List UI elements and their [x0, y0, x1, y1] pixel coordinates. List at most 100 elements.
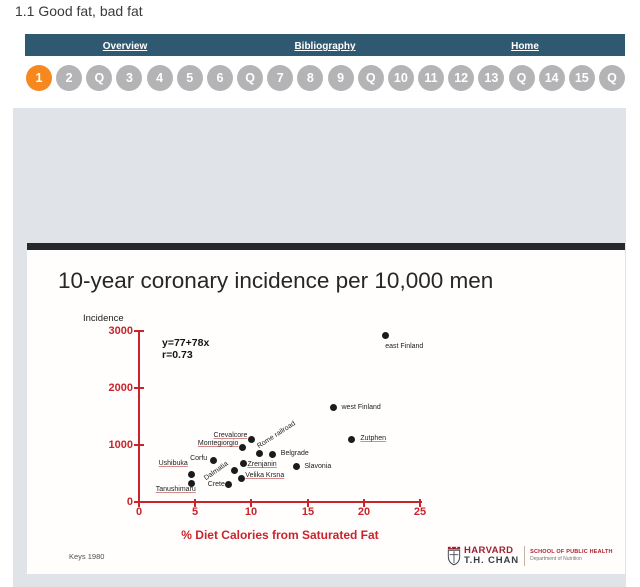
nav-cell: Home — [425, 36, 625, 54]
x-tick-label: 25 — [413, 506, 427, 518]
logo-chan-text: T.H. CHAN — [464, 554, 520, 566]
data-label-rome-railroad: Rome railroad — [256, 420, 298, 450]
y-tick-label: 3000 — [108, 325, 133, 337]
x-tick-label: 5 — [191, 506, 199, 518]
data-label-crevalcore: Crevalcore — [213, 432, 248, 439]
y-tick-label: 0 — [126, 496, 133, 508]
x-tick — [419, 499, 421, 507]
pager-quiz-dot[interactable]: Q — [357, 65, 384, 91]
pager-slide-dot-6[interactable]: 6 — [206, 65, 233, 91]
data-point-crevalcore — [247, 435, 255, 443]
pager-slide-dot-14[interactable]: 14 — [538, 65, 565, 91]
pager-slide-dot-7[interactable]: 7 — [267, 65, 294, 91]
page-title: 1.1 Good fat, bad fat — [15, 3, 143, 19]
x-axis-line — [138, 501, 422, 503]
harvard-logo: HARVARD T.H. CHAN SCHOOL OF PUBLIC HEALT… — [447, 544, 613, 567]
data-label-slavonia: Slavonia — [304, 462, 332, 470]
x-tick — [250, 499, 252, 507]
x-tick — [194, 499, 196, 507]
data-point-zutphen — [347, 435, 355, 443]
data-point-west-finland — [330, 404, 337, 412]
nav-cell: Overview — [25, 36, 225, 54]
pager-slide-dot-11[interactable]: 11 — [418, 65, 445, 91]
logo-divider — [524, 545, 526, 566]
data-label-west-finland: west Finland — [341, 403, 381, 411]
logo-wordmark: HARVARD T.H. CHAN — [464, 544, 520, 566]
pager-quiz-dot[interactable]: Q — [598, 65, 625, 91]
y-tick-label: 1000 — [108, 439, 133, 451]
data-label-velika-krsna: Velika Krsna — [245, 472, 285, 480]
x-tick-label: 10 — [244, 506, 258, 518]
nav-link-bibliography[interactable]: Bibliography — [294, 41, 356, 52]
data-point-rome-railroad — [255, 449, 263, 457]
pager-slide-dot-4[interactable]: 4 — [146, 65, 173, 91]
data-point-tanushimaru — [188, 479, 196, 487]
data-label-tanushimaru: Tanushimaru — [155, 486, 196, 494]
y-axis-label: Incidence — [83, 313, 124, 324]
y-tick — [134, 330, 144, 332]
y-tick — [134, 444, 144, 446]
data-point-east-finland — [381, 331, 389, 339]
data-point-corfu — [209, 456, 217, 464]
slide — [27, 243, 625, 574]
logo-school-block: SCHOOL OF PUBLIC HEALTH Department of Nu… — [530, 549, 613, 563]
pager-slide-dot-10[interactable]: 10 — [387, 65, 414, 91]
data-label-dalmatia: Dalmatia — [202, 460, 230, 482]
pager-slide-dot-12[interactable]: 12 — [448, 65, 475, 91]
x-tick-label: 0 — [135, 506, 143, 518]
citation: Keys 1980 — [69, 552, 105, 561]
logo-school-text: SCHOOL OF PUBLIC HEALTH — [530, 548, 613, 555]
pager-slide-dot-1[interactable]: 1 — [26, 65, 52, 91]
course-navbar: Overview Bibliography Home — [25, 34, 625, 56]
data-point-dalmatia — [231, 467, 238, 475]
pager-slide-dot-3[interactable]: 3 — [116, 65, 143, 91]
nav-cell: Bibliography — [225, 36, 425, 54]
correlation-value: r=0.73 — [162, 349, 193, 361]
pager-slide-dot-9[interactable]: 9 — [327, 65, 354, 91]
pager-quiz-dot[interactable]: Q — [237, 65, 264, 91]
data-label-crete: Crete — [207, 481, 225, 488]
data-label-corfu: Corfu — [190, 455, 208, 463]
nav-link-home[interactable]: Home — [511, 41, 539, 52]
x-axis-label: % Diet Calories from Saturated Fat — [181, 528, 379, 542]
y-tick — [134, 387, 144, 389]
regression-equation: y=77+78x — [162, 337, 210, 349]
x-tick — [363, 499, 365, 507]
pager-quiz-dot[interactable]: Q — [86, 65, 113, 91]
data-point-ushibuka — [188, 471, 196, 479]
logo-department-text: Department of Nutrition — [530, 555, 582, 562]
slide-pager: 1 2 Q 3 4 5 6 Q 7 8 9 Q 10 11 12 13 Q 14 15 Q — [26, 65, 625, 91]
regression-annotation: y=77+78x r=0.73 — [162, 337, 209, 361]
data-label-east-finland: east Finland — [385, 343, 424, 350]
pager-quiz-dot[interactable]: Q — [508, 65, 535, 91]
data-point-slavonia — [292, 463, 300, 471]
x-tick — [138, 499, 140, 507]
pager-slide-dot-5[interactable]: 5 — [176, 65, 203, 91]
chart-title: 10-year coronary incidence per 10,000 me… — [58, 268, 494, 293]
x-tick-label: 15 — [301, 506, 315, 518]
pager-slide-dot-2[interactable]: 2 — [56, 65, 83, 91]
harvard-shield-icon — [447, 546, 461, 565]
data-point-zrenjanin — [240, 459, 247, 467]
data-label-zutphen: Zutphen — [360, 435, 387, 442]
data-point-belgrade — [269, 450, 277, 458]
logo-harvard-text: HARVARD — [464, 544, 514, 556]
data-point-velika-krsna — [237, 474, 245, 482]
nav-link-overview[interactable]: Overview — [102, 41, 148, 52]
data-label-ushibuka: Ushibuka — [158, 459, 188, 467]
data-point-crete — [225, 480, 233, 488]
pager-slide-dot-15[interactable]: 15 — [568, 65, 595, 91]
slide-top-bar — [27, 243, 625, 250]
data-label-zrenjanin: Zrenjanin — [247, 461, 277, 468]
y-axis-line — [138, 331, 140, 503]
x-tick-label: 20 — [357, 506, 371, 518]
y-tick-label: 2000 — [108, 382, 133, 394]
x-tick — [307, 499, 309, 507]
pager-slide-dot-8[interactable]: 8 — [297, 65, 324, 91]
data-point-montegiorgio — [238, 443, 246, 451]
data-label-belgrade: Belgrade — [280, 450, 309, 458]
pager-slide-dot-13[interactable]: 13 — [478, 65, 505, 91]
data-label-montegiorgio: Montegiorgio — [197, 440, 239, 447]
